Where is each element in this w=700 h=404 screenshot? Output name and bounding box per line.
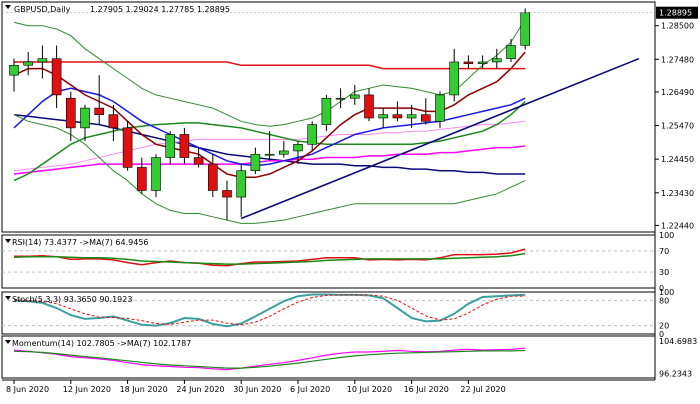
candle-bull xyxy=(307,124,318,145)
last-price-label: 1.28895 xyxy=(659,9,692,18)
candle-bull xyxy=(278,150,289,155)
x-tick-label: 16 Jul 2020 xyxy=(404,385,449,394)
x-tick-label: 24 Jun 2020 xyxy=(176,385,224,394)
momentum-line-1 xyxy=(13,349,526,369)
stoch-tick-label: 100 xyxy=(659,288,674,297)
candle-bull xyxy=(80,107,90,129)
candle-bear xyxy=(137,167,147,191)
candle-bull xyxy=(151,157,161,191)
panel-frame-rsi xyxy=(1,234,656,289)
ohlc-readout: 1.27905 1.29024 1.27785 1.28895 xyxy=(90,5,230,14)
candle-bear xyxy=(193,157,204,165)
candle-bull xyxy=(250,153,261,172)
candle-bear xyxy=(51,58,62,96)
candle-bear xyxy=(108,114,119,129)
candle-bull xyxy=(37,58,48,63)
candle-bull xyxy=(378,114,389,119)
panel-frame-mom xyxy=(1,335,656,379)
candle-bull xyxy=(506,45,516,59)
rsi-tick-label: 0 xyxy=(659,284,664,293)
rsi-tick-label: 30 xyxy=(659,268,669,277)
rsi-title: RSI(14) 73.4377 ->MA(7) 64.9456 xyxy=(12,238,149,247)
trendline xyxy=(240,57,640,220)
stoch-arrow-icon xyxy=(5,296,11,300)
candle-bull xyxy=(349,94,360,99)
candle-bull xyxy=(165,134,175,158)
candle-bull xyxy=(435,94,445,122)
candle-bear xyxy=(463,61,474,64)
rsi-line-0 xyxy=(14,248,526,267)
price-tick-label: 1.23430 xyxy=(661,189,694,198)
overlay-line-8 xyxy=(13,114,526,224)
candle-bull xyxy=(491,58,502,63)
momentum-tick-label: 104.6983 xyxy=(659,337,697,346)
candle-bull xyxy=(293,144,303,152)
last-price-tag xyxy=(656,6,698,19)
rsi-tick-label: 70 xyxy=(659,247,669,256)
x-tick-label: 30 Jun 2020 xyxy=(233,385,281,394)
chart-title: GBPUSD,Daily xyxy=(14,5,71,14)
x-tick-label: 18 Jun 2020 xyxy=(120,385,168,394)
x-tick-label: 10 Jul 2020 xyxy=(347,385,392,394)
candle-bull xyxy=(236,170,246,198)
candle-bear xyxy=(179,134,190,158)
x-tick-label: 12 Jun 2020 xyxy=(63,385,111,394)
candle-bull xyxy=(449,61,460,96)
overlay-line-0 xyxy=(14,61,526,70)
momentum-title: Momentum(14) 102.7805 ->MA(7) 102.1787 xyxy=(12,339,191,348)
price-tick-label: 1.24450 xyxy=(661,155,694,164)
rsi-arrow-icon xyxy=(5,239,11,243)
candle-bull xyxy=(477,61,488,64)
candle-bull xyxy=(335,97,346,100)
candle-bear xyxy=(392,114,403,119)
candle-bull xyxy=(23,61,34,66)
price-tick-label: 1.27480 xyxy=(661,55,694,64)
candle-bear xyxy=(364,94,374,119)
price-tick-label: 1.22440 xyxy=(661,221,694,230)
candle-bull xyxy=(264,153,275,156)
candle-bull xyxy=(9,64,19,76)
stoch-tick-label: 80 xyxy=(659,296,669,305)
candle-bear xyxy=(94,107,104,115)
candle-bear xyxy=(66,97,76,129)
candle-bull xyxy=(406,114,417,119)
collapse-arrow-icon xyxy=(5,5,11,9)
candle-bear xyxy=(222,190,232,198)
stoch-line-1 xyxy=(13,294,526,326)
price-tick-label: 1.25470 xyxy=(661,122,694,131)
candle-bull xyxy=(520,12,531,46)
stoch-tick-label: 20 xyxy=(659,322,669,331)
candle-bull xyxy=(321,97,332,125)
x-tick-label: 22 Jul 2020 xyxy=(460,385,505,394)
stoch-tick-label: 0 xyxy=(659,330,664,339)
x-tick-label: 8 Jun 2020 xyxy=(6,385,49,394)
x-tick-label: 6 Jul 2020 xyxy=(290,385,330,394)
candle-bear xyxy=(122,127,133,168)
price-tick-label: 1.28500 xyxy=(661,22,694,31)
momentum-arrow-icon xyxy=(5,340,11,344)
momentum-tick-label: 96.2343 xyxy=(659,369,692,378)
rsi-line-1 xyxy=(13,252,526,265)
candle-bear xyxy=(420,114,431,122)
panel-frame-sto xyxy=(1,291,656,335)
stoch-title: Stoch(5,3,3) 93.3650 90.1923 xyxy=(12,295,132,304)
price-tick-label: 1.26490 xyxy=(661,88,694,97)
momentum-line-0 xyxy=(13,347,526,371)
rsi-tick-label: 100 xyxy=(659,231,674,240)
candle-bear xyxy=(208,163,218,191)
